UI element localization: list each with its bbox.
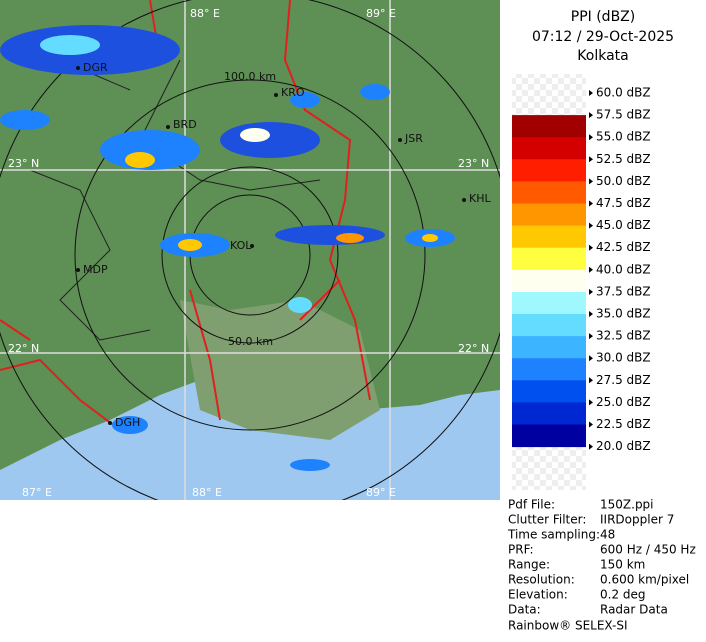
ring-label: 100.0 km [224,70,276,83]
grid-label: 22° N [458,342,489,355]
cities [76,66,466,425]
legend-label: 27.5 dBZ [596,373,651,387]
grid-label: 87° E [22,486,52,499]
delta [180,300,380,440]
info-value: 0.2 deg [600,588,646,602]
legend-tick [589,311,593,317]
city-label: DGH [115,416,140,429]
legend-band [512,380,586,403]
legend-band [512,358,586,381]
info-value: IIRDoppler 7 [600,513,674,527]
info-key: Clutter Filter: [508,513,586,527]
legend-label: 45.0 dBZ [596,218,651,232]
legend-band [512,269,586,293]
datetime: 07:12 / 29-Oct-2025 [532,29,674,45]
legend-tick [589,333,593,340]
city-label: KRO [281,86,305,99]
legend-band [512,137,586,160]
legend-tick [589,355,593,362]
grid-label: 89° E [366,486,396,499]
info-value: 600 Hz / 450 Hz [600,543,696,557]
legend-tick [589,156,593,163]
legend-tick [589,399,593,406]
grid-label: 23° N [458,157,489,170]
grid-label: 88° E [192,486,222,499]
city-label: DGR [83,61,108,74]
legend-band [512,424,586,448]
legend-label: 55.0 dBZ [596,130,651,144]
city-label: KOL [230,239,252,252]
info-value: 0.600 km/pixel [600,573,689,587]
legend-tick [589,222,593,229]
city-label: MDP [83,263,108,276]
legend-tick [589,90,593,96]
range-rings [0,0,500,500]
legend-label: 40.0 dBZ [596,262,651,276]
city-label: JSR [404,132,423,145]
legend-band [512,314,586,337]
legend-tick [589,443,593,450]
legend-label: 60.0 dBZ [596,86,651,100]
legend-label: 20.0 dBZ [596,439,651,453]
graticule [0,0,500,500]
city-label: BRD [173,118,197,131]
info-key: Elevation: [508,588,568,602]
legend-tick [589,112,593,119]
legend-band [512,225,586,249]
legend-tick [589,134,593,141]
info-key: Time sampling: [507,528,600,542]
grid-label: 23° N [8,157,39,170]
legend-label: 50.0 dBZ [596,174,651,188]
info-value: Radar Data [600,603,668,617]
station: Kolkata [577,48,628,64]
legend-tick [589,421,593,428]
title: PPI (dBZ) [571,9,635,25]
legend-label: 37.5 dBZ [596,284,651,298]
legend-label: 42.5 dBZ [596,240,651,254]
footer: Rainbow® SELEX-SI [508,619,628,633]
legend-band [512,181,586,204]
legend-label: 22.5 dBZ [596,417,651,431]
info-value: 150Z.ppi [600,498,654,512]
info-key: Range: [508,558,550,572]
legend-band [512,402,586,425]
legend-label: 57.5 dBZ [596,108,651,122]
legend-band [512,247,586,271]
info-value: 48 [600,528,615,542]
info-panel: Pdf File: 150Z.ppi Clutter Filter: IIRDoppl… [507,498,696,617]
ring-label: 50.0 km [228,335,273,348]
grid-label: 22° N [8,342,39,355]
grid-label: 89° E [366,7,396,20]
legend-tick [589,377,593,384]
legend-label: 30.0 dBZ [596,351,651,365]
legend-tick [589,288,593,295]
legend-tick [589,244,593,251]
echoes [0,25,455,471]
legend-tick [589,266,593,273]
info-key: PRF: [508,543,534,557]
legend-tick [589,178,593,185]
grid-label: 88° E [190,7,220,20]
legend-label: 25.0 dBZ [596,395,651,409]
info-key: Pdf File: [508,498,555,512]
info-key: Resolution: [508,573,575,587]
legend-band [512,115,586,138]
info-value: 150 km [600,558,645,572]
map: 88° E 89° E 23° N 23° N 22° N 22° N 87° … [0,0,500,500]
legend-label: 32.5 dBZ [596,329,651,343]
legend-tick [589,200,593,207]
legend-band [512,291,586,315]
legend-band [512,336,586,359]
legend-band [512,203,586,227]
legend-label: 52.5 dBZ [596,152,651,166]
legend-band [512,159,586,182]
legend-label: 35.0 dBZ [596,307,651,321]
city-label: KHL [469,192,491,205]
info-key: Data: [508,603,541,617]
legend: 60.0 dBZ 57.5 dBZ 55.0 dBZ 52.5 dBZ 50.0 dBZ… [512,86,651,453]
legend-label: 47.5 dBZ [596,196,651,210]
